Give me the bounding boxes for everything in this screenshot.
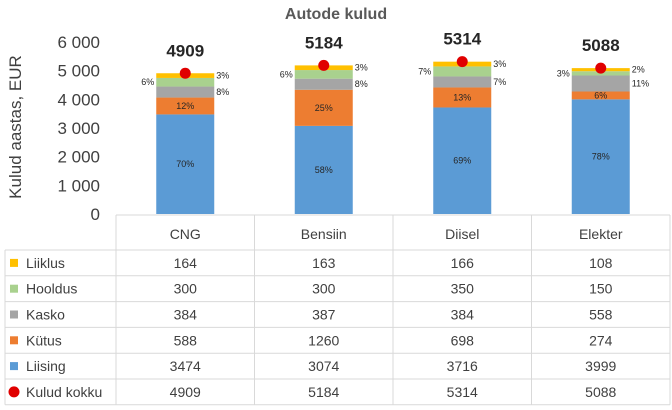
legend-marker: [10, 284, 18, 293]
segment-pct-label: 8%: [216, 87, 229, 97]
table-cell: 108: [589, 255, 613, 271]
bar-segment-hooldus: [294, 70, 353, 79]
table-cell: 150: [589, 281, 613, 297]
segment-pct-label: 7%: [418, 66, 431, 76]
legend-marker: [10, 258, 18, 267]
total-value-label: 5088: [582, 36, 620, 55]
legend-marker: [10, 336, 18, 345]
table-cell: 300: [174, 281, 198, 297]
segment-pct-label: 2%: [632, 65, 645, 75]
segment-pct-label: 6%: [141, 77, 154, 87]
legend-marker: [8, 386, 20, 398]
table-cell: 163: [312, 255, 336, 271]
segment-pct-label: 69%: [453, 156, 471, 166]
table-cell: 5088: [585, 384, 616, 400]
segment-pct-label: 25%: [315, 103, 333, 113]
row-label: Kütus: [26, 332, 62, 348]
table-cell: 3999: [585, 358, 616, 374]
bars: 70% 12% 8% 6% 3% 4909 58% 25% 8% 6% 3% 5184 69% 13% 7%…: [141, 30, 649, 214]
table-cell: 384: [174, 307, 198, 323]
bar-segment-liising: [433, 107, 492, 214]
total-value-label: 5184: [305, 33, 343, 52]
bar-segment-liising: [571, 99, 630, 214]
total-marker: [595, 62, 607, 74]
table-cell: 350: [451, 281, 475, 297]
table-cell: 3074: [308, 358, 339, 374]
table-cell: 3716: [447, 358, 478, 374]
segment-pct-label: 58%: [315, 165, 333, 175]
segment-pct-label: 6%: [594, 90, 607, 100]
bar-segment-kasko: [433, 76, 492, 88]
table-cell: 164: [174, 255, 198, 271]
table-cell: 4909: [170, 384, 201, 400]
bar-segment-kütus: [433, 87, 492, 108]
total-value-label: 4909: [166, 41, 204, 60]
table-cell: 3474: [170, 358, 201, 374]
total-marker: [318, 59, 330, 71]
legend-marker: [10, 362, 18, 371]
legend-marker: [10, 310, 18, 319]
bar-segment-hooldus: [433, 66, 492, 77]
category-header: Diisel: [445, 226, 479, 242]
chart-title: Autode kulud: [285, 6, 387, 23]
segment-pct-label: 11%: [632, 79, 649, 89]
table-cell: 588: [174, 332, 198, 348]
bar-segment-hooldus: [156, 77, 215, 87]
table-cell: 300: [312, 281, 336, 297]
y-tick-label: 3 000: [57, 119, 100, 138]
segment-pct-label: 13%: [453, 92, 471, 102]
segment-pct-label: 70%: [176, 159, 194, 169]
total-marker: [179, 67, 191, 79]
bar-segment-kütus: [294, 89, 353, 126]
table-cell: 384: [451, 307, 475, 323]
segment-pct-label: 12%: [176, 101, 194, 111]
table-cell: 1260: [308, 332, 339, 348]
y-axis-label: Kulud aastas, EUR: [6, 55, 25, 199]
category-header: CNG: [170, 226, 201, 242]
y-axis-ticks: 0 1 000 2 000 3 000 4 000 5 000 6 000: [57, 33, 100, 224]
bar-segment-kütus: [571, 91, 630, 100]
segment-pct-label: 6%: [280, 69, 293, 79]
segment-pct-label: 8%: [355, 79, 368, 89]
bar-segment-kasko: [294, 78, 353, 90]
bar-segment-kasko: [156, 86, 215, 98]
row-label: Liising: [26, 358, 66, 374]
bar-segment-kütus: [156, 97, 215, 115]
y-tick-label: 1 000: [57, 176, 100, 195]
table-cell: 5314: [447, 384, 478, 400]
table-cell: 274: [589, 332, 613, 348]
table-cell: 387: [312, 307, 336, 323]
bar-segment-liising: [294, 125, 353, 214]
bar-segment-kasko: [571, 75, 630, 92]
table-cell: 698: [451, 332, 475, 348]
row-label: Kulud kokku: [26, 384, 102, 400]
category-header: Elekter: [579, 226, 623, 242]
data-table: CNG Bensiin Diisel Elekter Liiklus 164 163 166 1…: [4, 214, 671, 406]
category-header: Bensiin: [301, 226, 347, 242]
segment-pct-label: 3%: [355, 63, 368, 73]
row-label: Liiklus: [26, 255, 65, 271]
table-cell: 5184: [308, 384, 339, 400]
y-tick-label: 4 000: [57, 90, 100, 109]
bar-segment-liising: [156, 114, 215, 214]
segment-pct-label: 3%: [493, 59, 506, 69]
y-tick-label: 5 000: [57, 62, 100, 81]
segment-pct-label: 3%: [557, 68, 570, 78]
y-tick-label: 2 000: [57, 148, 100, 167]
row-label: Hooldus: [26, 281, 77, 297]
table-cell: 166: [451, 255, 475, 271]
segment-pct-label: 7%: [493, 77, 506, 87]
segment-pct-label: 3%: [216, 71, 229, 81]
row-label: Kasko: [26, 307, 65, 323]
segment-pct-label: 78%: [592, 152, 610, 162]
table-cell: 558: [589, 307, 613, 323]
total-value-label: 5314: [443, 30, 481, 49]
y-tick-label: 0: [91, 205, 100, 224]
y-tick-label: 6 000: [57, 33, 100, 52]
total-marker: [456, 56, 468, 68]
